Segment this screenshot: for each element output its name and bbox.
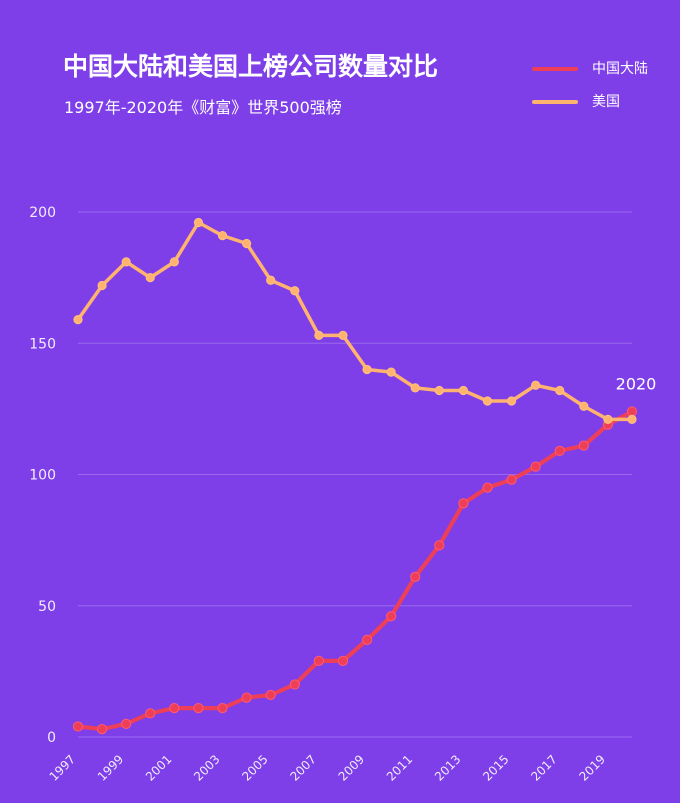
- data-point-us-2019: [603, 414, 613, 424]
- data-point-us-1997: [73, 315, 83, 325]
- y-tick-label-0: 0: [47, 730, 56, 746]
- data-point-china-1997: [72, 721, 84, 732]
- y-tick-label-50: 50: [38, 599, 56, 615]
- data-point-us-2005: [266, 275, 276, 285]
- data-point-us-2017: [555, 385, 565, 396]
- data-point-us-2009: [362, 364, 372, 375]
- data-point-us-2013: [458, 385, 468, 396]
- x-tick-label-1999: 1999: [95, 752, 126, 783]
- annotation-2020: 2020: [616, 375, 657, 394]
- chart-legend: 中国大陆 美国: [532, 52, 672, 118]
- data-point-china-2012: [434, 540, 445, 551]
- data-point-china-2013: [458, 498, 469, 509]
- data-point-china-2008: [337, 655, 349, 666]
- legend-swatch-china: [532, 66, 578, 71]
- data-point-us-2012: [434, 385, 444, 396]
- data-point-us-2000: [145, 273, 155, 283]
- data-point-us-2008: [338, 330, 348, 340]
- data-point-china-2005: [265, 689, 276, 701]
- data-point-china-2017: [554, 445, 565, 456]
- data-point-china-2014: [482, 482, 493, 493]
- series-line-us: [76, 220, 634, 422]
- legend-label-us: 美国: [592, 93, 620, 110]
- x-tick-label-2019: 2019: [577, 752, 608, 783]
- data-point-china-2011: [410, 571, 421, 582]
- data-point-us-1999: [121, 257, 131, 267]
- x-tick-label-2009: 2009: [336, 752, 367, 783]
- data-point-china-2000: [145, 708, 156, 719]
- data-point-china-2003: [217, 703, 228, 714]
- data-point-us-2016: [531, 380, 541, 390]
- x-tick-label-2003: 2003: [191, 752, 222, 783]
- data-point-china-2018: [578, 440, 589, 451]
- data-point-us-2007: [314, 330, 324, 340]
- x-tick-label-2005: 2005: [239, 752, 270, 783]
- x-tick-label-2007: 2007: [287, 752, 318, 783]
- data-point-china-1998: [96, 724, 108, 735]
- data-point-us-2018: [579, 401, 589, 411]
- data-point-china-2015: [506, 474, 517, 485]
- data-point-china-2007: [313, 655, 324, 666]
- data-point-us-2001: [169, 257, 179, 267]
- data-point-us-2015: [506, 396, 517, 406]
- legend-label-china: 中国大陆: [592, 60, 648, 77]
- data-point-china-2001: [169, 703, 180, 714]
- data-point-china-1999: [121, 718, 132, 729]
- legend-item-us: 美国: [532, 85, 672, 118]
- legend-swatch-us: [532, 99, 578, 104]
- x-tick-label-2001: 2001: [143, 752, 174, 783]
- data-point-us-2014: [482, 396, 493, 406]
- chart-subtitle: 1997年-2020年《财富》世界500强榜: [64, 98, 342, 117]
- y-tick-label-150: 150: [29, 336, 56, 352]
- data-point-us-2006: [290, 286, 300, 296]
- x-tick-label-2017: 2017: [528, 752, 559, 783]
- x-tick-label-2011: 2011: [384, 752, 415, 783]
- data-point-us-2020: [627, 414, 637, 424]
- data-point-us-2004: [242, 238, 252, 249]
- data-point-china-2016: [530, 461, 541, 472]
- y-tick-label-100: 100: [29, 468, 56, 484]
- chart-title: 中国大陆和美国上榜公司数量对比: [63, 52, 439, 81]
- data-point-us-1998: [97, 280, 107, 291]
- data-point-china-2002: [193, 703, 204, 714]
- data-point-china-2020: [626, 406, 638, 417]
- series-line-china: [75, 409, 635, 732]
- data-point-china-2006: [289, 679, 300, 690]
- y-tick-label-200: 200: [29, 205, 56, 221]
- data-point-us-2010: [386, 367, 396, 377]
- x-tick-label-1997: 1997: [47, 752, 78, 783]
- data-point-us-2002: [193, 217, 204, 228]
- data-point-china-2010: [386, 611, 397, 622]
- data-point-china-2009: [361, 634, 373, 645]
- x-tick-label-2013: 2013: [432, 752, 463, 783]
- x-tick-label-2015: 2015: [480, 752, 511, 783]
- data-point-us-2011: [410, 383, 420, 393]
- data-point-us-2003: [217, 231, 228, 241]
- data-point-china-2004: [241, 692, 252, 703]
- legend-item-china: 中国大陆: [532, 52, 672, 85]
